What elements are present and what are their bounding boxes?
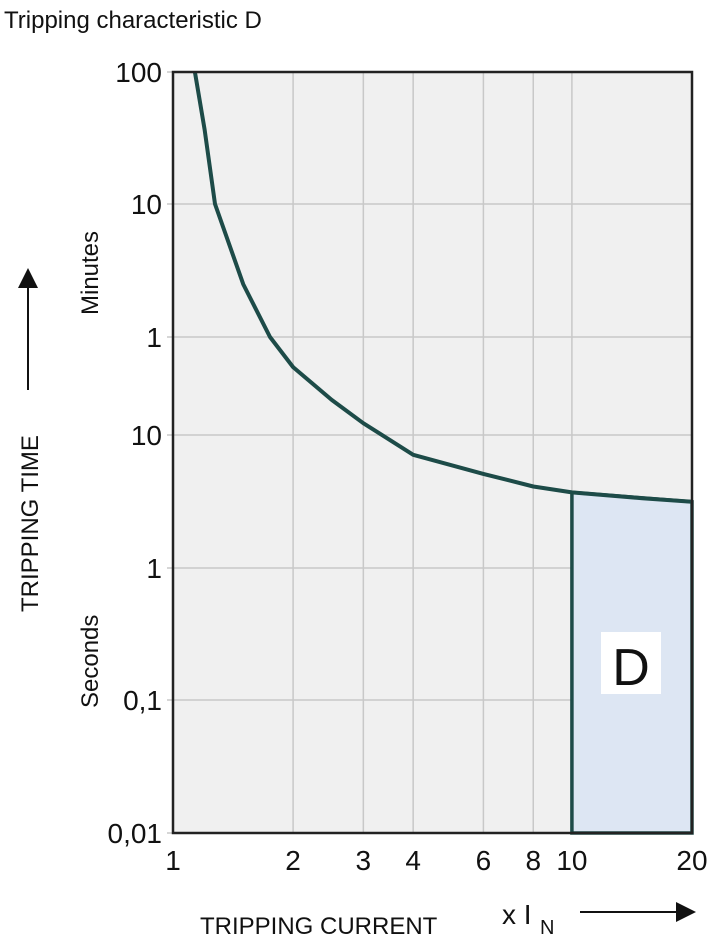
y-tick-label: 0,1	[123, 685, 162, 716]
x-tick-label: 3	[356, 845, 372, 876]
x-tick-label: 1	[165, 845, 181, 876]
x-tick-label: 6	[476, 845, 492, 876]
y-tick-label: 10	[131, 420, 162, 451]
x-tick-label: 4	[405, 845, 421, 876]
y-tick-label: 1	[146, 322, 162, 353]
x-tick-label: 2	[285, 845, 301, 876]
x-tick-label: 10	[556, 845, 587, 876]
y-unit-seconds: Seconds	[77, 615, 104, 708]
plot-frame	[171, 70, 694, 835]
y-tick-label: 10	[131, 189, 162, 220]
x-tick-label: 20	[676, 845, 707, 876]
y-tick-label: 0,01	[108, 818, 163, 849]
x-unit-subscript: N	[540, 917, 554, 939]
y-axis-label: TRIPPING TIME	[17, 435, 44, 612]
x-unit-label: x I	[502, 899, 532, 930]
y-tick-label: 1	[146, 553, 162, 584]
y-arrow-icon	[18, 268, 38, 288]
y-tick-label: 100	[115, 57, 162, 88]
y-unit-minutes: Minutes	[77, 231, 104, 315]
x-arrow-icon	[676, 902, 696, 922]
trip-curve	[192, 71, 693, 504]
x-axis-label: TRIPPING CURRENT	[200, 913, 438, 940]
x-tick-label: 8	[525, 845, 541, 876]
region-label: D	[612, 639, 650, 697]
region-label-box	[601, 632, 661, 694]
chart-title: Tripping characteristic D	[4, 7, 262, 34]
